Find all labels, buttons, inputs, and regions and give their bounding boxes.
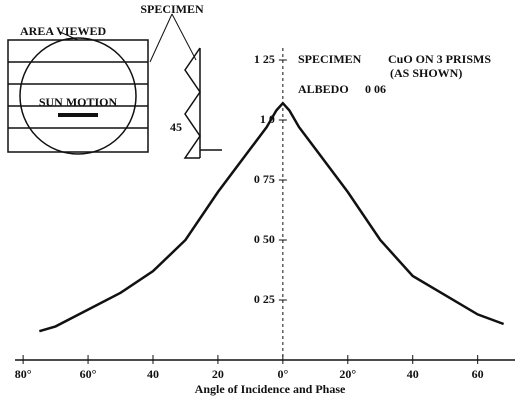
data-line [38, 101, 505, 333]
prisms [183, 47, 201, 159]
x-tick-label: 20 [212, 367, 224, 381]
y-tick-label: 0 25 [254, 292, 275, 306]
annotation: ALBEDO [298, 82, 349, 96]
x-tick-label: 60° [80, 367, 97, 381]
inset-label: AREA VIEWED [20, 24, 106, 38]
x-tick-label: 80° [15, 367, 32, 381]
sun-circle [19, 37, 137, 155]
annotation: CuO ON 3 PRISMS [388, 52, 491, 66]
y-tick-label: 0 75 [254, 172, 275, 186]
annotation: (AS SHOWN) [390, 66, 462, 80]
y-tick-label: 1 25 [254, 52, 275, 66]
inset-label: SPECIMEN [140, 2, 204, 16]
y-tick-label: 1 0 [260, 112, 275, 126]
pointer [149, 13, 173, 63]
inset-label: 45 [170, 120, 182, 134]
inset-diagram [7, 13, 222, 159]
annotation: 0 06 [365, 82, 386, 96]
annotation: SPECIMEN [298, 52, 362, 66]
y-tick-label: 0 50 [254, 232, 275, 246]
inset-label: SUN MOTION [39, 95, 118, 109]
x-tick-label: 0° [277, 367, 288, 381]
pointer [171, 13, 197, 61]
x-tick-label: 20° [339, 367, 356, 381]
x-tick-label: 40 [407, 367, 419, 381]
x-tick-label: 40 [147, 367, 159, 381]
x-axis-label: Angle of Incidence and Phase [195, 382, 346, 396]
pointer [59, 31, 79, 41]
x-tick-label: 60 [472, 367, 484, 381]
